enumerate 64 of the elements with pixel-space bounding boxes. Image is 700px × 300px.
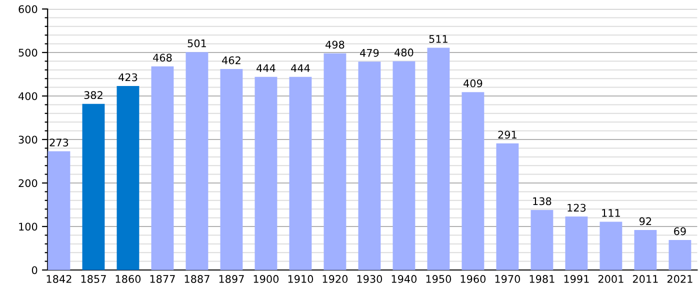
bar bbox=[82, 104, 105, 270]
data-label: 138 bbox=[533, 197, 552, 206]
bar bbox=[565, 216, 588, 270]
x-tick-label: 1857 bbox=[81, 275, 106, 283]
y-tick-label: 100 bbox=[19, 222, 38, 231]
bar bbox=[668, 240, 692, 270]
x-tick-label: 2021 bbox=[667, 275, 692, 283]
data-label: 69 bbox=[674, 227, 686, 236]
data-label: 498 bbox=[326, 40, 344, 49]
x-tick-label: 1940 bbox=[392, 275, 417, 283]
x-tick-label: 1960 bbox=[460, 275, 486, 283]
x-tick-label: 1877 bbox=[150, 275, 175, 283]
x-tick-label: 1910 bbox=[288, 275, 314, 283]
bar bbox=[358, 62, 381, 270]
bar bbox=[220, 69, 243, 270]
x-tick-label: 1991 bbox=[564, 275, 589, 283]
y-tick-label: 0 bbox=[32, 266, 38, 274]
data-label: 111 bbox=[602, 209, 620, 217]
data-label: 123 bbox=[568, 204, 586, 212]
bar bbox=[151, 66, 174, 270]
bar bbox=[116, 86, 140, 270]
y-tick-label: 500 bbox=[18, 48, 38, 57]
data-label: 423 bbox=[118, 73, 138, 82]
x-tick-label: 2011 bbox=[632, 275, 658, 283]
bar bbox=[324, 53, 346, 270]
data-label: 511 bbox=[429, 35, 448, 43]
data-label: 273 bbox=[50, 138, 68, 146]
bar bbox=[462, 92, 484, 270]
bar bbox=[600, 222, 622, 270]
y-tick-label: 300 bbox=[18, 136, 38, 144]
bar bbox=[289, 76, 312, 270]
bar bbox=[392, 61, 416, 270]
bar bbox=[634, 230, 657, 270]
x-tick-label: 1842 bbox=[46, 275, 72, 283]
data-label: 480 bbox=[394, 48, 414, 56]
x-tick-label: 2001 bbox=[598, 275, 624, 283]
data-label: 501 bbox=[188, 39, 206, 48]
x-tick-label: 1897 bbox=[219, 275, 244, 283]
x-tick-label: 1920 bbox=[322, 275, 348, 283]
data-label: 444 bbox=[291, 64, 310, 72]
bar bbox=[48, 151, 70, 270]
bar bbox=[427, 48, 450, 270]
data-label: 291 bbox=[498, 130, 516, 139]
bar bbox=[530, 210, 554, 270]
data-label: 479 bbox=[360, 48, 379, 57]
data-label: 382 bbox=[84, 91, 102, 100]
y-tick-label: 200 bbox=[18, 179, 38, 188]
data-label: 468 bbox=[153, 54, 172, 62]
bar bbox=[254, 76, 278, 270]
x-tick-label: 1981 bbox=[530, 275, 554, 283]
y-tick-label: 400 bbox=[18, 92, 38, 100]
y-tick-label: 600 bbox=[18, 5, 38, 14]
data-label: 444 bbox=[256, 64, 276, 72]
x-tick-label: 1900 bbox=[254, 275, 279, 283]
data-label: 409 bbox=[464, 79, 482, 88]
x-tick-label: 1950 bbox=[426, 275, 452, 283]
x-tick-label: 1860 bbox=[116, 275, 141, 283]
x-tick-label: 1930 bbox=[357, 275, 382, 283]
x-tick-label: 1887 bbox=[184, 275, 210, 283]
data-label: 92 bbox=[639, 217, 652, 226]
bar bbox=[496, 143, 519, 270]
data-label: 462 bbox=[222, 56, 240, 64]
bar bbox=[186, 52, 208, 270]
x-tick-label: 1970 bbox=[495, 275, 520, 283]
